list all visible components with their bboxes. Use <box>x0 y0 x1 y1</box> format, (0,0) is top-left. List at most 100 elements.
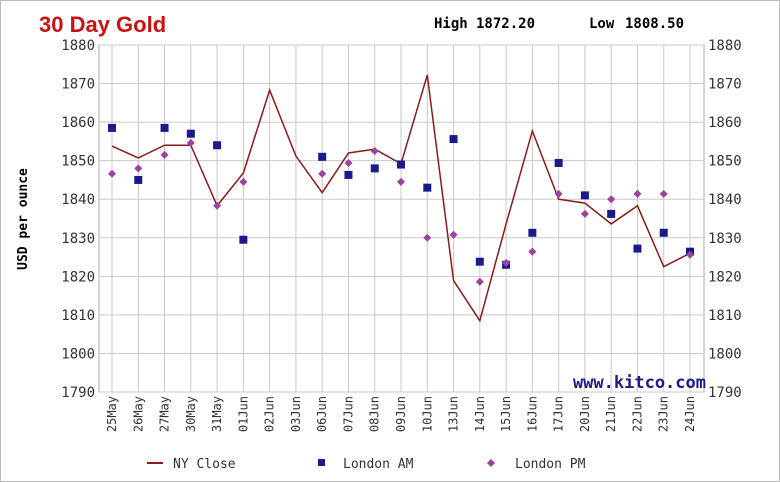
x-tick-label: 13Jun <box>447 396 461 432</box>
y-tick-label-left: 1800 <box>61 346 95 362</box>
y-tick-label-left: 1820 <box>61 269 95 285</box>
low-value: 1808.50 <box>625 16 684 32</box>
london-pm-point <box>160 150 169 159</box>
y-tick-label-left: 1790 <box>61 385 95 401</box>
x-tick-label: 14Jun <box>473 396 487 432</box>
london-am-point <box>213 141 222 150</box>
x-tick-label: 08Jun <box>368 396 382 432</box>
x-tick-label: 07Jun <box>341 396 355 432</box>
y-tick-label-right: 1790 <box>708 385 742 401</box>
london-pm-point <box>108 169 116 178</box>
legend-london-am-swatch <box>318 459 325 466</box>
london-pm-point <box>318 169 327 178</box>
x-tick-label: 17Jun <box>552 396 566 432</box>
x-tick-label: 26May <box>131 396 145 432</box>
y-tick-label-right: 1870 <box>708 77 742 93</box>
x-tick-label: 01Jun <box>236 396 250 432</box>
london-am-point <box>475 257 484 266</box>
london-pm-point <box>239 177 248 186</box>
x-tick-label: 10Jun <box>420 396 434 432</box>
x-tick-label: 09Jun <box>394 396 408 432</box>
london-pm-point <box>580 209 589 218</box>
london-pm-point <box>686 250 694 259</box>
x-tick-label: 27May <box>158 396 172 432</box>
london-pm-point <box>344 158 353 167</box>
london-pm-point <box>213 201 222 210</box>
y-tick-label-right: 1810 <box>708 308 742 324</box>
x-tick-label: 03Jun <box>289 396 303 432</box>
london-pm-point <box>659 189 668 198</box>
legend-london-am: London AM <box>343 457 414 472</box>
y-ticks-right: 1790 1800 1810 1820 1830 1840 1850 1860 1870 1880 <box>708 38 742 401</box>
x-tick-label: 16Jun <box>525 396 539 432</box>
london-am-point <box>423 183 432 192</box>
x-ticks: 25May 26May 27May 30May 31May 01Jun 02Jun 03Jun… <box>105 396 697 432</box>
london-am-point <box>397 160 405 169</box>
london-am-point <box>160 123 169 132</box>
x-tick-label: 24Jun <box>683 396 697 432</box>
y-tick-label-right: 1830 <box>708 231 742 247</box>
y-tick-label-left: 1850 <box>61 154 95 170</box>
london-am-point <box>528 228 537 237</box>
legend: NY Close London AM London PM <box>147 457 586 472</box>
london-am-point <box>108 123 116 132</box>
series-marks <box>108 74 694 323</box>
y-tick-label-right: 1820 <box>708 269 742 285</box>
y-axis-label: USD per ounce <box>16 168 31 270</box>
london-am-point <box>318 152 327 161</box>
x-tick-label: 02Jun <box>263 396 277 432</box>
london-am-point <box>580 191 589 200</box>
london-pm-point <box>502 258 511 267</box>
x-tick-label: 21Jun <box>604 396 618 432</box>
x-tick-label: 31May <box>210 396 224 432</box>
chart-title: 30 Day Gold <box>39 12 166 37</box>
london-am-point <box>134 175 143 184</box>
y-tick-label-left: 1870 <box>61 77 95 93</box>
london-pm-point <box>370 147 379 156</box>
london-pm-point <box>607 195 616 204</box>
london-pm-point <box>449 230 458 239</box>
london-pm-point <box>528 247 537 256</box>
grid <box>98 44 705 393</box>
london-am-point <box>607 209 616 218</box>
london-am-point <box>554 158 563 167</box>
legend-london-pm-swatch <box>487 459 495 467</box>
london-pm-point <box>475 277 484 286</box>
london-am-point <box>239 235 248 244</box>
london-am-point <box>344 170 353 179</box>
x-tick-label: 22Jun <box>630 396 644 432</box>
london-am-point <box>449 135 458 144</box>
y-tick-label-left: 1840 <box>61 192 95 208</box>
london-am-point <box>370 164 379 173</box>
x-tick-label: 25May <box>105 396 119 432</box>
london-pm-point <box>633 189 642 198</box>
london-pm-point <box>554 189 563 198</box>
y-tick-label-left: 1860 <box>61 115 95 131</box>
london-am-point <box>633 244 642 253</box>
legend-london-pm: London PM <box>515 457 586 472</box>
london-pm-point <box>134 164 143 173</box>
low-label: Low <box>589 16 615 32</box>
y-ticks-left: 1790 1800 1810 1820 1830 1840 1850 1860 1870 1880 <box>61 38 95 401</box>
y-tick-label-right: 1850 <box>708 154 742 170</box>
x-tick-label: 23Jun <box>657 396 671 432</box>
y-tick-label-right: 1800 <box>708 346 742 362</box>
london-pm-point <box>186 138 195 147</box>
london-am-point <box>659 228 668 237</box>
legend-ny-close: NY Close <box>173 457 236 472</box>
y-tick-label-right: 1840 <box>708 192 742 208</box>
london-pm-point <box>397 177 405 186</box>
watermark: www.kitco.com <box>573 373 706 393</box>
london-pm-point <box>423 233 432 242</box>
high-value: 1872.20 <box>476 16 535 32</box>
y-tick-label-left: 1880 <box>61 38 95 54</box>
x-tick-label: 15Jun <box>499 396 513 432</box>
high-label: High <box>434 16 468 32</box>
y-tick-label-right: 1860 <box>708 115 742 131</box>
x-tick-label: 06Jun <box>315 396 329 432</box>
y-tick-label-right: 1880 <box>708 38 742 54</box>
x-tick-label: 30May <box>184 396 198 432</box>
y-tick-label-left: 1830 <box>61 231 95 247</box>
